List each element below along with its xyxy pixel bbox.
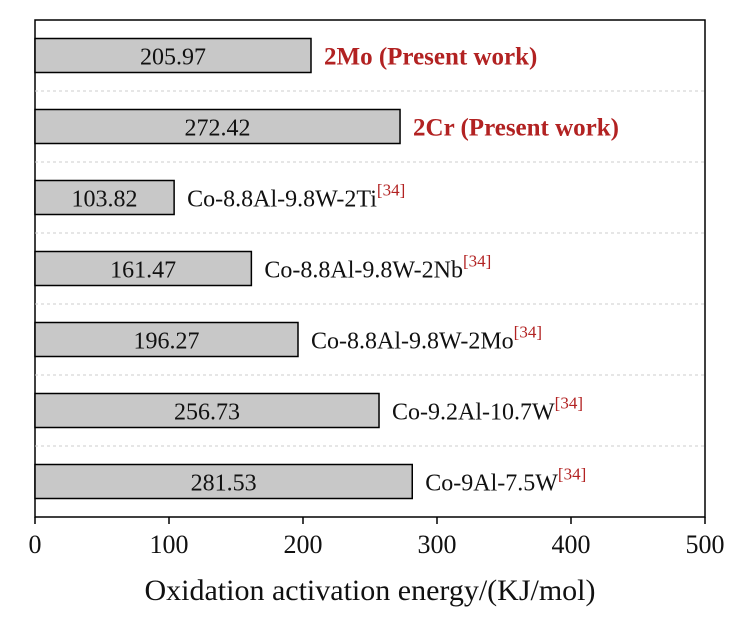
bar	[34, 392, 380, 429]
x-axis-label: Oxidation activation energy/(KJ/mol)	[144, 574, 595, 607]
x-tick-label: 500	[686, 530, 725, 559]
category-label: Co-8.8Al-9.8W-2Mo[34]	[311, 323, 542, 355]
reference-superscript: [34]	[377, 181, 405, 200]
reference-superscript: [34]	[514, 323, 542, 342]
bar-value-label: 256.73	[174, 400, 240, 426]
category-name: Co-8.8Al-9.8W-2Nb	[264, 258, 463, 284]
bar-value-label: 103.82	[72, 187, 138, 213]
bar-value-label: 205.97	[140, 45, 206, 71]
bar	[34, 37, 312, 74]
x-axis-ticks: 0 100 200 300 400 500	[29, 517, 725, 559]
reference-superscript: [34]	[558, 465, 586, 484]
category-label: Co-8.8Al-9.8W-2Ti[34]	[187, 181, 405, 213]
category-name: 2Mo (Present work)	[324, 44, 537, 71]
category-name: Co-9.2Al-10.7W	[392, 400, 555, 426]
bar	[34, 321, 299, 358]
x-tick-label: 400	[552, 530, 591, 559]
reference-superscript: [34]	[463, 252, 491, 271]
value-labels-group: 205.97 272.42 103.82 161.47 196.27 256.73 281.…	[72, 45, 257, 497]
x-tick-label: 100	[150, 530, 189, 559]
bar-value-label: 161.47	[110, 258, 176, 284]
category-name: Co-9Al-7.5W	[425, 471, 558, 497]
bars-group	[34, 37, 414, 500]
bar	[34, 108, 401, 145]
category-label: Co-8.8Al-9.8W-2Nb[34]	[264, 252, 491, 284]
category-labels-group: 2Mo (Present work) 2Cr (Present work) Co-8…	[187, 44, 619, 497]
x-tick-label: 300	[418, 530, 457, 559]
x-tick-label: 0	[29, 530, 42, 559]
category-name: Co-8.8Al-9.8W-2Mo	[311, 329, 514, 355]
grid-separators	[35, 90, 705, 447]
category-name: 2Cr (Present work)	[413, 115, 619, 142]
reference-superscript: [34]	[555, 394, 583, 413]
bar-value-label: 272.42	[185, 116, 251, 142]
category-label: Co-9Al-7.5W[34]	[425, 465, 586, 497]
bar	[34, 179, 175, 216]
bar-value-label: 281.53	[191, 471, 257, 497]
bar	[34, 463, 414, 500]
bar-value-label: 196.27	[134, 329, 200, 355]
category-label: 2Mo (Present work)	[324, 44, 537, 71]
x-tick-label: 200	[284, 530, 323, 559]
category-name: Co-8.8Al-9.8W-2Ti	[187, 187, 377, 213]
category-label: 2Cr (Present work)	[413, 115, 619, 142]
category-label: Co-9.2Al-10.7W[34]	[392, 394, 583, 426]
bar	[34, 250, 253, 287]
